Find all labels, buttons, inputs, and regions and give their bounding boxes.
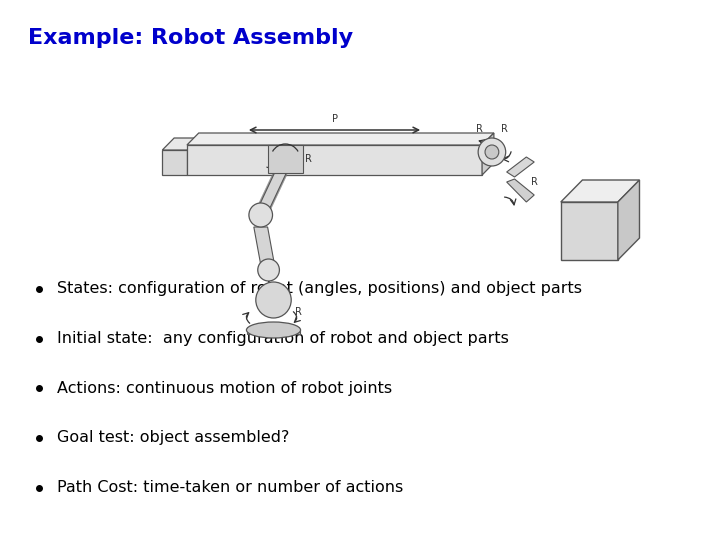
Text: R: R (476, 124, 482, 134)
Text: Initial state:  any configuration of robot and object parts: Initial state: any configuration of robo… (57, 331, 508, 346)
Circle shape (258, 259, 279, 281)
Text: Actions: continuous motion of robot joints: Actions: continuous motion of robot join… (57, 381, 392, 396)
Circle shape (485, 145, 499, 159)
Text: R: R (295, 307, 302, 317)
Polygon shape (507, 157, 534, 177)
Polygon shape (162, 150, 187, 175)
Polygon shape (254, 227, 276, 270)
Text: R: R (501, 124, 508, 134)
Polygon shape (162, 138, 199, 150)
Polygon shape (482, 133, 494, 175)
Polygon shape (187, 145, 482, 175)
Circle shape (256, 282, 291, 318)
Polygon shape (618, 180, 639, 260)
Polygon shape (507, 179, 534, 202)
Text: States: configuration of robot (angles, positions) and object parts: States: configuration of robot (angles, … (57, 281, 582, 296)
Text: Goal test: object assembled?: Goal test: object assembled? (57, 430, 289, 445)
Circle shape (478, 138, 505, 166)
Polygon shape (561, 180, 639, 202)
Polygon shape (187, 133, 494, 145)
Text: Example: Robot Assembly: Example: Robot Assembly (27, 28, 353, 48)
Text: Path Cost: time-taken or number of actions: Path Cost: time-taken or number of actio… (57, 480, 403, 495)
Ellipse shape (246, 322, 300, 338)
Polygon shape (561, 202, 618, 260)
Polygon shape (247, 330, 300, 334)
Polygon shape (255, 173, 287, 215)
Text: P: P (331, 114, 338, 124)
Text: R: R (531, 177, 538, 187)
Text: R: R (305, 154, 312, 164)
Polygon shape (268, 145, 303, 173)
Circle shape (249, 203, 273, 227)
